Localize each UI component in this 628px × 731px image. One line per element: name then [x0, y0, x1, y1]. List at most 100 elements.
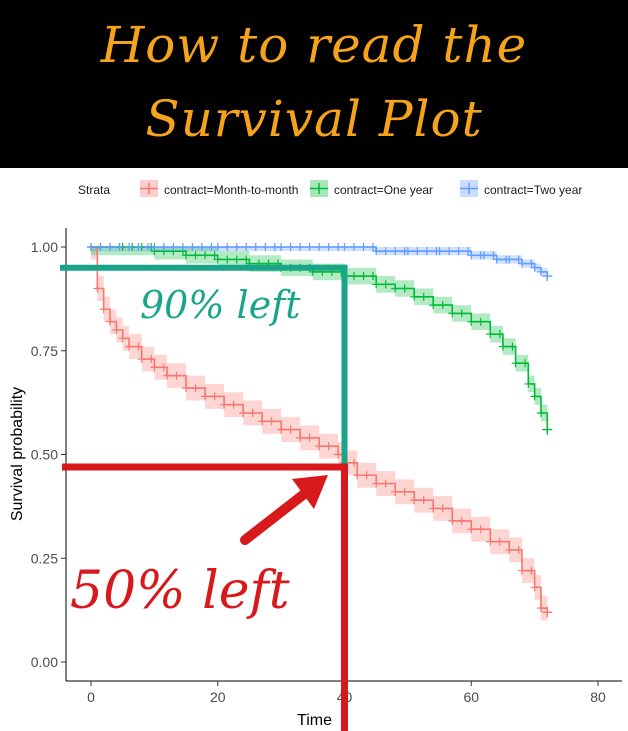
censor-mark	[213, 255, 222, 264]
annotations: 90% left 50% left	[70, 283, 328, 621]
censor-mark	[508, 342, 517, 351]
censor-mark	[467, 317, 476, 326]
censor-mark	[93, 284, 102, 293]
censor-mark	[125, 342, 134, 351]
censor-mark	[210, 392, 219, 401]
y-axis-title: Survival probability	[9, 387, 26, 521]
censor-mark	[400, 487, 409, 496]
survival-plot: Strata contract=Month-to-month contract=On…	[9, 180, 622, 731]
censor-mark	[191, 384, 200, 393]
censor-mark	[359, 243, 368, 251]
censor-mark	[495, 330, 504, 339]
censor-mark	[340, 243, 349, 251]
censor-mark	[201, 251, 210, 260]
censor-mark	[517, 259, 526, 268]
y-tick-label: 1.00	[31, 239, 58, 255]
censor-mark	[476, 525, 485, 534]
censor-mark	[213, 243, 222, 251]
censor-mark	[438, 301, 447, 310]
censor-mark	[210, 251, 219, 260]
censor-mark	[381, 479, 390, 488]
censor-mark	[372, 479, 381, 488]
legend-label: contract=Month-to-month	[164, 183, 298, 197]
censor-mark	[350, 458, 359, 467]
censor-mark	[258, 417, 267, 426]
y-tick-label: 0.75	[31, 343, 58, 359]
censor-mark	[115, 243, 124, 251]
censor-mark	[457, 516, 466, 525]
censor-mark	[242, 255, 251, 264]
censor-mark	[201, 392, 210, 401]
censor-mark	[118, 334, 127, 343]
censor-mark	[517, 566, 526, 575]
confidence-band	[91, 247, 548, 281]
x-tick-label: 60	[463, 689, 479, 705]
censor-mark	[232, 243, 241, 251]
legend-label: contract=One year	[334, 183, 433, 197]
censor-mark	[429, 504, 438, 513]
censor-mark	[403, 247, 412, 256]
censor-mark	[106, 317, 115, 326]
legend: Strata contract=Month-to-month contract=On…	[78, 180, 582, 197]
x-tick-label: 20	[210, 689, 226, 705]
censor-mark	[369, 243, 378, 251]
censor-mark	[486, 537, 495, 546]
censor-mark	[372, 280, 381, 289]
censor-mark	[464, 247, 473, 256]
censor-mark	[334, 450, 343, 459]
censor-mark	[305, 433, 314, 442]
censor-mark	[315, 243, 324, 251]
censor-mark	[242, 243, 251, 251]
censor-mark	[315, 442, 324, 451]
censor-mark	[448, 516, 457, 525]
censor-mark	[261, 243, 270, 251]
censor-mark	[479, 251, 488, 260]
legend-label: contract=Two year	[484, 183, 582, 197]
censor-mark	[448, 309, 457, 318]
censor-mark	[457, 309, 466, 318]
censor-mark	[134, 342, 143, 351]
censor-mark	[248, 409, 257, 417]
censor-mark	[454, 247, 463, 256]
censor-mark	[400, 284, 409, 293]
censor-mark	[542, 607, 553, 618]
censor-mark	[530, 583, 539, 592]
censor-mark	[391, 284, 400, 293]
censor-mark	[353, 471, 362, 480]
censor-mark	[391, 487, 400, 496]
censor-mark	[324, 243, 333, 251]
censor-mark	[524, 379, 533, 388]
censor-mark	[137, 355, 146, 364]
censor-mark	[147, 355, 156, 364]
y-tick-label: 0.00	[31, 654, 58, 670]
censor-mark	[163, 371, 172, 380]
censor-mark	[369, 272, 378, 281]
arrow-head	[292, 475, 328, 509]
censor-mark	[277, 243, 286, 251]
censor-mark	[445, 247, 454, 256]
censor-mark	[150, 363, 159, 372]
censor-mark	[498, 342, 507, 351]
censor-mark	[476, 317, 485, 326]
censor-mark	[495, 537, 504, 546]
banner-title-line-2: Survival Plot	[145, 90, 483, 148]
censor-mark	[530, 263, 539, 272]
censor-mark	[223, 243, 232, 251]
censor-mark	[296, 433, 305, 442]
confidence-bands	[91, 247, 548, 625]
censor-mark	[381, 280, 390, 289]
censor-mark	[492, 255, 501, 264]
censor-mark	[527, 259, 536, 268]
censor-mark	[223, 255, 232, 264]
censor-mark	[359, 272, 368, 281]
censor-mark	[542, 424, 553, 435]
confidence-band	[91, 247, 548, 438]
censor-mark	[511, 359, 520, 368]
censor-mark	[125, 243, 134, 251]
censor-mark	[505, 255, 514, 264]
overlay-guides	[60, 264, 348, 731]
censor-mark	[172, 371, 181, 380]
censor-mark	[350, 272, 359, 281]
annotation-50-left: 50% left	[70, 561, 290, 621]
x-axis-title: Time	[297, 712, 332, 729]
